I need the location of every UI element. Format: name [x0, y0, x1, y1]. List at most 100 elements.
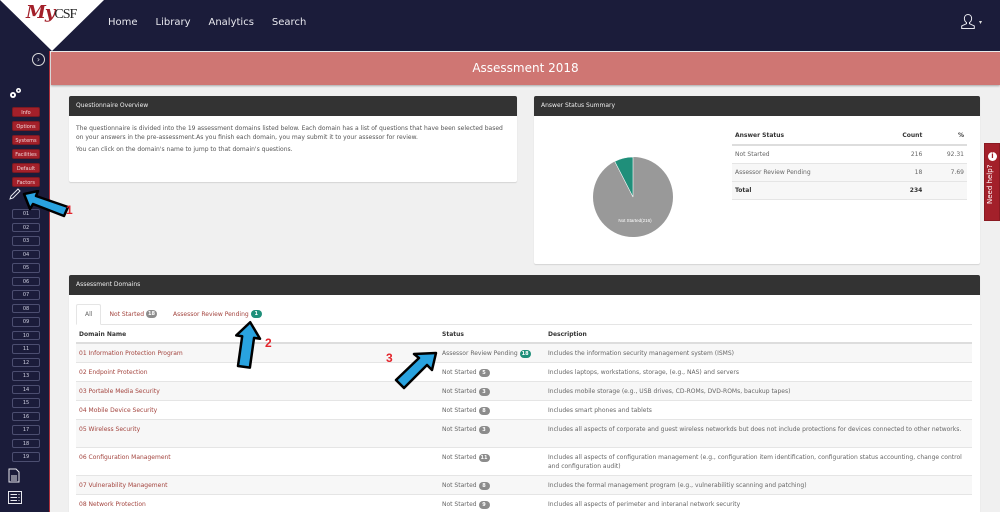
section-facilities-button[interactable]: Facilities — [12, 149, 40, 159]
domain-link[interactable]: 08 Network Protection — [79, 500, 146, 508]
sidebar: › Info Options Systems Facilities Defaul… — [0, 51, 50, 512]
domain-17-button[interactable]: 17 — [12, 425, 40, 435]
count-badge: 18 — [146, 310, 158, 318]
domain-06-button[interactable]: 06 — [12, 276, 40, 286]
table-row: 04 Mobile Device Security Not Started 8 … — [76, 400, 972, 420]
assessment-domains-panel: Assessment Domains All Not Started 18 Ass… — [69, 275, 980, 512]
nav-search[interactable]: Search — [271, 17, 307, 28]
count-badge: 3 — [478, 387, 490, 396]
domain-11-button[interactable]: 11 — [12, 344, 40, 354]
domain-filter-tabs: All Not Started 18 Assessor Review Pendin… — [76, 304, 972, 325]
logo[interactable]: MyCSF — [0, 0, 105, 51]
column-header: Count — [878, 126, 926, 146]
info-icon: i — [988, 152, 997, 161]
domain-link[interactable]: 02 Endpoint Protection — [79, 368, 148, 376]
annotation-arrow-3 — [394, 351, 438, 390]
tab-assessor-review-pending[interactable]: Assessor Review Pending 1 — [165, 304, 270, 324]
section-factors-button[interactable]: Factors — [12, 177, 40, 187]
need-help-tab[interactable]: i Need help? — [984, 143, 1000, 221]
nav-analytics[interactable]: Analytics — [208, 17, 254, 28]
section-options-button[interactable]: Options — [12, 121, 40, 131]
status-cell: Not Started 5 — [439, 362, 545, 382]
main-nav: Home Library Analytics Search — [108, 17, 306, 28]
table-row: Not Started 216 92.31 — [732, 145, 967, 164]
table-row: 02 Endpoint Protection Not Started 5 Inc… — [76, 362, 972, 382]
section-info-button[interactable]: Info — [12, 107, 40, 117]
domain-03-button[interactable]: 03 — [12, 236, 40, 246]
table-row: 01 Information Protection Program Assess… — [76, 343, 972, 363]
column-header: Answer Status — [732, 126, 879, 146]
page-title: Assessment 2018 — [51, 52, 1000, 85]
status-cell: Not Started 11 — [439, 447, 545, 476]
answer-status-summary-panel: Answer Status Summary Not Started(216) A… — [534, 96, 980, 264]
count-badge: 9 — [478, 500, 490, 509]
annotation-arrow-1 — [22, 190, 70, 218]
domain-link[interactable]: 06 Configuration Management — [79, 453, 171, 461]
annotation-number-3: 3 — [386, 351, 393, 365]
domains-table: Domain Name Status Description 01 Inform… — [76, 326, 972, 512]
domain-link[interactable]: 04 Mobile Device Security — [79, 406, 158, 414]
description-cell: Includes the information security manage… — [545, 343, 972, 363]
pie-label: Not Started(216) — [618, 218, 652, 223]
percent-cell: 92.31 — [925, 145, 967, 164]
panel-header: Questionnaire Overview — [69, 96, 517, 116]
domain-05-button[interactable]: 05 — [12, 263, 40, 273]
status-cell: Not Started 3 — [439, 381, 545, 401]
domain-15-button[interactable]: 15 — [12, 398, 40, 408]
domain-16-button[interactable]: 16 — [12, 411, 40, 421]
list-icon[interactable] — [8, 491, 22, 504]
domain-link[interactable]: 07 Vulnerability Management — [79, 481, 168, 489]
table-row: 05 Wireless Security Not Started 3 Inclu… — [76, 419, 972, 448]
domain-link[interactable]: 05 Wireless Security — [79, 425, 141, 433]
panel-header: Answer Status Summary — [534, 96, 980, 116]
domain-14-button[interactable]: 14 — [12, 384, 40, 394]
collapse-sidebar-button[interactable]: › — [32, 53, 45, 66]
domain-19-button[interactable]: 19 — [12, 452, 40, 462]
count-badge: 8 — [478, 481, 490, 490]
document-icon[interactable] — [8, 468, 20, 483]
status-cell: Not Started — [732, 145, 879, 164]
description-cell: Includes the formal management program (… — [545, 475, 972, 495]
domain-01-button[interactable]: 01 — [12, 209, 40, 219]
count-badge: 5 — [478, 368, 490, 377]
overview-paragraph: You can click on the domain's name to ju… — [76, 146, 293, 153]
description-cell: Includes all aspects of corporate and gu… — [545, 419, 972, 448]
status-cell: Not Started 9 — [439, 494, 545, 512]
tab-all[interactable]: All — [76, 304, 102, 325]
domain-09-button[interactable]: 09 — [12, 317, 40, 327]
logo-background — [0, 0, 104, 51]
description-cell: Includes laptops, workstations, storage,… — [545, 362, 972, 382]
domain-07-button[interactable]: 07 — [12, 290, 40, 300]
nav-library[interactable]: Library — [155, 17, 191, 28]
tab-not-started[interactable]: Not Started 18 — [101, 304, 165, 324]
gears-icon — [10, 88, 21, 98]
pencil-icon[interactable] — [8, 187, 22, 201]
top-navbar: MyCSF Home Library Analytics Search ▾ — [0, 0, 1000, 51]
column-header: Description — [545, 326, 972, 344]
count-cell: 18 — [878, 163, 926, 182]
section-buttons: Info Options Systems Facilities Default … — [12, 107, 40, 187]
domain-link[interactable]: 01 Information Protection Program — [79, 350, 183, 357]
count-badge: 18 — [519, 350, 531, 358]
domain-08-button[interactable]: 08 — [12, 303, 40, 313]
answer-status-table: Answer Status Count % Not Started 216 92… — [732, 126, 967, 200]
annotation-number-1: 1 — [66, 203, 73, 217]
domain-12-button[interactable]: 12 — [12, 357, 40, 367]
domain-04-button[interactable]: 04 — [12, 249, 40, 259]
total-count: 234 — [878, 181, 926, 200]
section-systems-button[interactable]: Systems — [12, 135, 40, 145]
domain-02-button[interactable]: 02 — [12, 222, 40, 232]
user-icon — [961, 13, 975, 29]
description-cell: Includes all aspects of configuration ma… — [545, 447, 972, 476]
annotation-number-2: 2 — [265, 336, 272, 350]
domain-10-button[interactable]: 10 — [12, 330, 40, 340]
nav-home[interactable]: Home — [108, 17, 138, 28]
need-help-label: Need help? — [986, 164, 994, 204]
domain-18-button[interactable]: 18 — [12, 438, 40, 448]
domain-13-button[interactable]: 13 — [12, 371, 40, 381]
domain-link[interactable]: 03 Portable Media Security — [79, 387, 160, 395]
table-row: 07 Vulnerability Management Not Started … — [76, 475, 972, 495]
section-default-button[interactable]: Default — [12, 163, 40, 173]
user-menu[interactable]: ▾ — [959, 13, 982, 31]
count-cell: 216 — [878, 145, 926, 164]
